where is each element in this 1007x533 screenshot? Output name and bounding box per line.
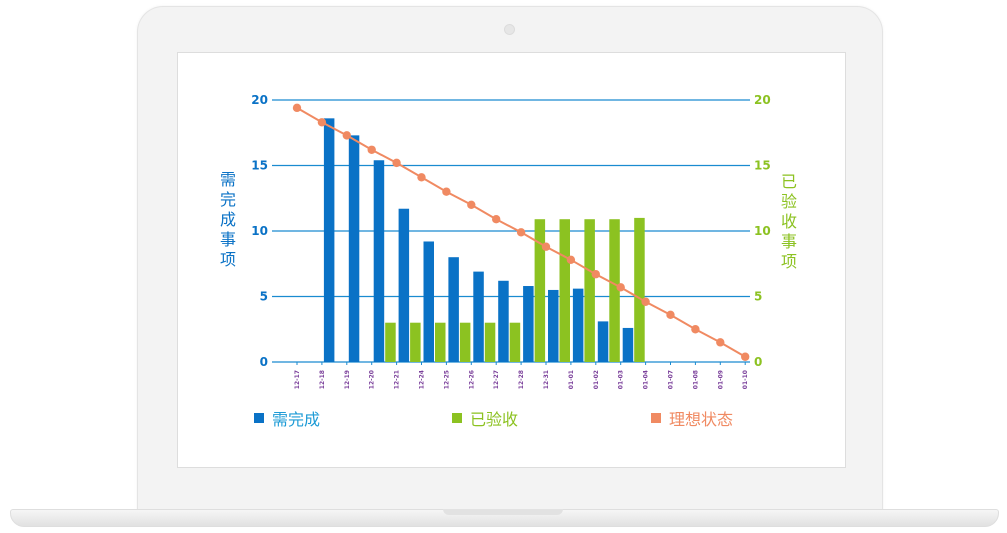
legend-swatch-need (254, 413, 264, 423)
x-tick-label-01-10: 01-10 (742, 370, 749, 389)
camera-dot (504, 24, 515, 35)
left-tick-label-15: 15 (251, 159, 268, 173)
x-tick-label-01-08: 01-08 (692, 370, 699, 389)
bar-accepted-12-20 (385, 322, 396, 362)
legend-item-need: 需完成 (254, 408, 321, 429)
left-axis-label: 需完成事项 (219, 170, 236, 269)
x-tick-label-12-25: 12-25 (443, 370, 450, 389)
axes: 0 0 5 5 10 10 15 15 20 20 12-17 12-18 12-19 12-20 12-2… (251, 93, 770, 389)
x-tick-label-12-26: 12-26 (468, 370, 475, 389)
left-tick-label-20: 20 (251, 93, 268, 107)
bar-accepted-01-02 (609, 219, 620, 362)
ideal-point-12-28 (516, 228, 526, 237)
x-tick-label-12-28: 12-28 (518, 370, 525, 389)
x-tick-label-01-03: 01-03 (618, 370, 625, 389)
ideal-point-12-21 (392, 158, 401, 168)
legend-label-need: 需完成 (272, 410, 321, 429)
laptop-base-notch (443, 509, 563, 515)
ideal-point-01-10 (741, 352, 750, 361)
bar-accepted-12-26 (484, 322, 496, 362)
legend-item-ideal: 理想状态 (651, 408, 734, 429)
bar-accepted-12-21 (410, 322, 421, 362)
ideal-point-12-19 (342, 131, 351, 140)
ideal-point-01-02 (591, 270, 600, 279)
bar-accepted-12-24 (435, 322, 446, 362)
ideal-point-12-27 (492, 215, 501, 224)
ideal-point-01-04 (641, 297, 650, 306)
right-tick-label-15: 15 (754, 159, 771, 173)
bar-accepted-12-25 (459, 322, 471, 362)
ideal-point-12-17 (292, 103, 302, 113)
bar-need-12-31 (548, 289, 559, 362)
bar-need-12-19 (348, 135, 360, 362)
legend-label-ideal: 理想状态 (669, 410, 734, 429)
x-tick-label-01-04: 01-04 (643, 370, 650, 389)
x-tick-label-12-31: 12-31 (543, 370, 550, 389)
x-tick-label-01-07: 01-07 (668, 370, 675, 389)
bar-need-12-20 (373, 160, 385, 362)
x-tick-label-12-19: 12-19 (344, 370, 351, 389)
ideal-point-12-18 (317, 118, 327, 127)
right-tick-label-5: 5 (754, 290, 762, 304)
ideal-point-12-24 (417, 173, 426, 182)
ideal-point-01-07 (666, 310, 675, 320)
ideal-point-01-08 (691, 325, 700, 334)
x-tick-label-12-20: 12-20 (369, 370, 376, 389)
ideal-point-01-03 (616, 283, 625, 292)
bars (323, 118, 645, 362)
bar-need-01-01 (572, 288, 584, 362)
ideal-point-12-31 (541, 242, 551, 251)
ideal-point-01-09 (716, 338, 725, 347)
x-tick-label-12-27: 12-27 (493, 370, 500, 389)
x-tick-label-12-21: 12-21 (394, 370, 401, 389)
legend-swatch-ideal (651, 413, 661, 423)
legend-item-accepted: 已验收 (452, 408, 519, 429)
bar-accepted-12-31 (559, 219, 570, 362)
ideal-point-12-25 (442, 187, 451, 196)
right-tick-label-20: 20 (754, 93, 771, 107)
right-axis-label: 已验收事项 (780, 172, 797, 271)
bar-need-12-28 (523, 286, 534, 362)
right-tick-label-0: 0 (754, 355, 762, 369)
x-tick-label-12-18: 12-18 (319, 370, 326, 389)
x-tick-label-12-17: 12-17 (294, 370, 301, 389)
ideal-point-12-26 (467, 200, 476, 209)
bar-accepted-12-27 (509, 322, 521, 362)
bar-need-01-02 (597, 321, 609, 362)
bar-accepted-12-28 (534, 219, 546, 362)
x-tick-label-12-24: 12-24 (419, 370, 426, 389)
ideal-point-12-20 (367, 145, 376, 154)
bar-need-12-25 (448, 257, 459, 362)
bar-need-12-26 (473, 271, 484, 362)
bar-accepted-01-03 (634, 217, 645, 362)
x-tick-label-01-09: 01-09 (717, 370, 724, 389)
legend-label-accepted: 已验收 (470, 410, 519, 429)
bar-need-12-27 (498, 280, 509, 362)
bar-need-01-03 (622, 327, 634, 362)
ideal-line (292, 103, 750, 361)
left-tick-label-0: 0 (260, 355, 268, 369)
left-tick-label-10: 10 (251, 224, 268, 238)
laptop-screen (177, 52, 846, 468)
x-tick-label-01-02: 01-02 (593, 370, 600, 389)
bar-need-12-24 (423, 241, 434, 362)
right-tick-label-10: 10 (754, 224, 771, 238)
legend-swatch-accepted (452, 413, 462, 423)
left-tick-label-5: 5 (260, 290, 268, 304)
bar-need-12-21 (398, 208, 410, 362)
bar-need-12-18 (323, 118, 335, 362)
ideal-point-01-01 (566, 255, 576, 265)
bar-accepted-01-01 (584, 219, 595, 362)
x-tick-label-01-01: 01-01 (568, 370, 575, 389)
